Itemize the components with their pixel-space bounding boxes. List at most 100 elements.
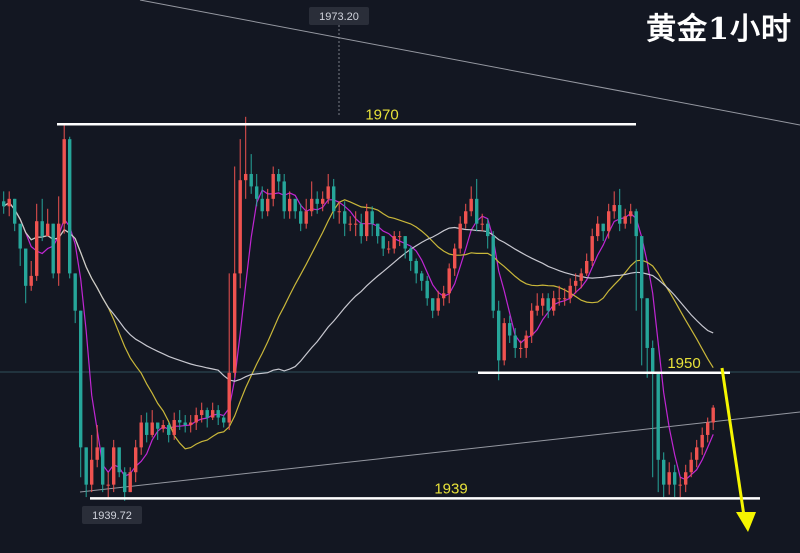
candlestick [293, 198, 297, 219]
candlestick [227, 273, 231, 430]
candlestick [145, 412, 149, 443]
level-label: 1950 [667, 355, 700, 372]
candlestick [431, 298, 435, 319]
candlestick [310, 181, 314, 217]
candlestick [101, 447, 105, 493]
candlestick [277, 169, 281, 192]
candlestick [629, 203, 633, 224]
candlestick [381, 236, 385, 256]
candlestick [634, 208, 638, 311]
candlestick [255, 173, 259, 207]
moving-average-lines [3, 189, 714, 481]
candlestick [271, 166, 275, 207]
candlestick [249, 154, 253, 194]
candlestick [24, 248, 28, 304]
candlestick [343, 201, 347, 237]
arrow-head [736, 512, 756, 532]
candlestick [398, 231, 402, 247]
candlestick [222, 415, 226, 428]
candlestick [695, 439, 699, 468]
candlestick [112, 439, 116, 493]
candlestick [29, 260, 33, 291]
candlestick [662, 452, 666, 498]
candlestick [200, 402, 204, 423]
candlestick [156, 422, 160, 440]
candlestick [678, 477, 682, 498]
candlestick [409, 246, 413, 271]
candlestick [211, 402, 215, 421]
candlestick [326, 173, 330, 204]
candlestick [2, 191, 6, 214]
candlestick [288, 191, 292, 219]
candlestick [266, 188, 270, 217]
level-lines: 1970 1950 1939 [57, 106, 760, 500]
low-price-tag: 1939.72 [82, 506, 142, 524]
candlestick [475, 178, 479, 232]
candlestick [541, 293, 545, 316]
candlestick [469, 186, 473, 217]
candlestick [260, 186, 264, 219]
candlestick [79, 310, 83, 478]
candlestick [486, 218, 490, 249]
candlestick [596, 216, 600, 242]
candlestick [106, 472, 110, 500]
candlestick [656, 372, 660, 493]
candlestick [315, 191, 319, 214]
candlestick [238, 139, 242, 289]
candlestick [84, 447, 88, 498]
candlestick [447, 263, 451, 304]
candlestick [51, 223, 55, 279]
candlestick [645, 298, 649, 378]
candlestick [359, 213, 363, 244]
candlestick [519, 340, 523, 358]
candlestick [464, 203, 468, 229]
candlestick [123, 467, 127, 501]
candlestick [491, 231, 495, 319]
candlestick [524, 330, 528, 358]
candlestick [425, 275, 429, 306]
candlestick [387, 241, 391, 254]
candlestick [574, 273, 578, 294]
high-price-tag: 1973.20 [309, 7, 369, 25]
candlestick [161, 420, 165, 433]
candlestick [134, 439, 138, 483]
candlestick [304, 198, 308, 229]
candlestick [557, 285, 561, 306]
candlestick [150, 410, 154, 438]
candlestick [337, 201, 341, 224]
arrow-shaft [720, 367, 746, 517]
candlestick [205, 407, 209, 428]
low-price-tag-text: 1939.72 [92, 510, 132, 522]
candlestick [607, 203, 611, 239]
candlestick [673, 464, 677, 498]
level-label: 1970 [365, 106, 398, 123]
candlestick [365, 203, 369, 242]
candlestick [623, 208, 627, 229]
candlestick [711, 405, 715, 430]
candlestick [513, 328, 517, 358]
candlestick [414, 258, 418, 284]
candlestick [68, 136, 72, 279]
candlestick [73, 273, 77, 324]
candlestick [585, 253, 589, 276]
ma-fast-line [3, 189, 714, 481]
candlestick [95, 425, 99, 468]
candlestick [497, 300, 501, 381]
candlestick [508, 315, 512, 343]
ma-slow-line [3, 201, 714, 382]
candlestick [453, 243, 457, 276]
candlestick [178, 410, 182, 430]
price-tags: 1973.20 1939.72 [82, 7, 369, 524]
candlestick [35, 203, 39, 281]
candlestick [480, 213, 484, 232]
candlestick [689, 452, 693, 478]
down-arrow-icon [720, 367, 756, 532]
candlestick [18, 223, 22, 266]
candlestick [530, 303, 534, 343]
candlestick [706, 417, 710, 443]
candlestick [233, 166, 237, 378]
candlestick [651, 340, 655, 478]
candlestick [403, 236, 407, 259]
candlestick [579, 268, 583, 289]
